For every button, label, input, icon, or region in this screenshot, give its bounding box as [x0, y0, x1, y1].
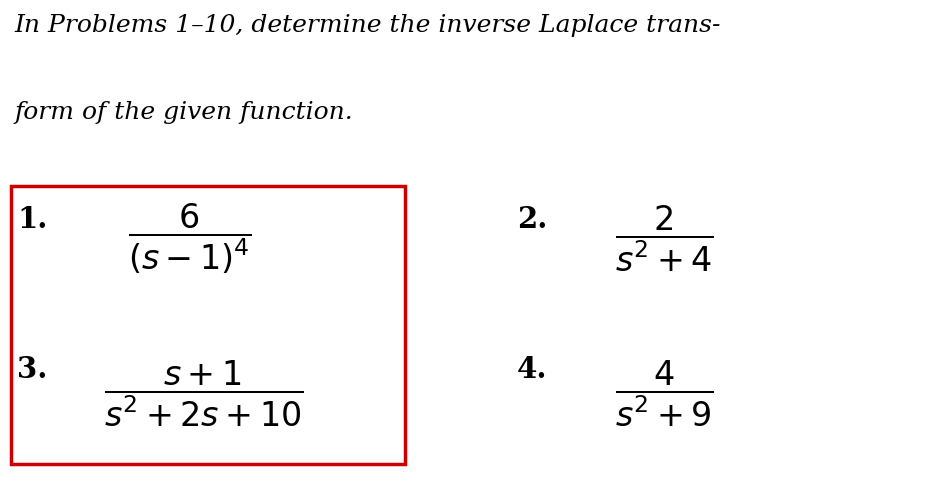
Text: $\dfrac{6}{(s-1)^{4}}$: $\dfrac{6}{(s-1)^{4}}$	[128, 202, 251, 276]
Text: $\dfrac{s+1}{s^{2}+2s+10}$: $\dfrac{s+1}{s^{2}+2s+10}$	[104, 358, 304, 429]
Text: 3.: 3.	[17, 355, 47, 384]
Text: 1.: 1.	[17, 205, 47, 234]
Text: In Problems 1–10, determine the inverse Laplace trans-: In Problems 1–10, determine the inverse …	[14, 14, 720, 38]
Text: $\dfrac{2}{s^{2}+4}$: $\dfrac{2}{s^{2}+4}$	[615, 204, 714, 274]
Text: 4.: 4.	[517, 355, 548, 384]
Text: form of the given function.: form of the given function.	[14, 101, 353, 125]
Bar	[11, 186, 405, 464]
Text: $\dfrac{4}{s^{2}+9}$: $\dfrac{4}{s^{2}+9}$	[615, 358, 714, 429]
Text: 2.: 2.	[517, 205, 548, 234]
